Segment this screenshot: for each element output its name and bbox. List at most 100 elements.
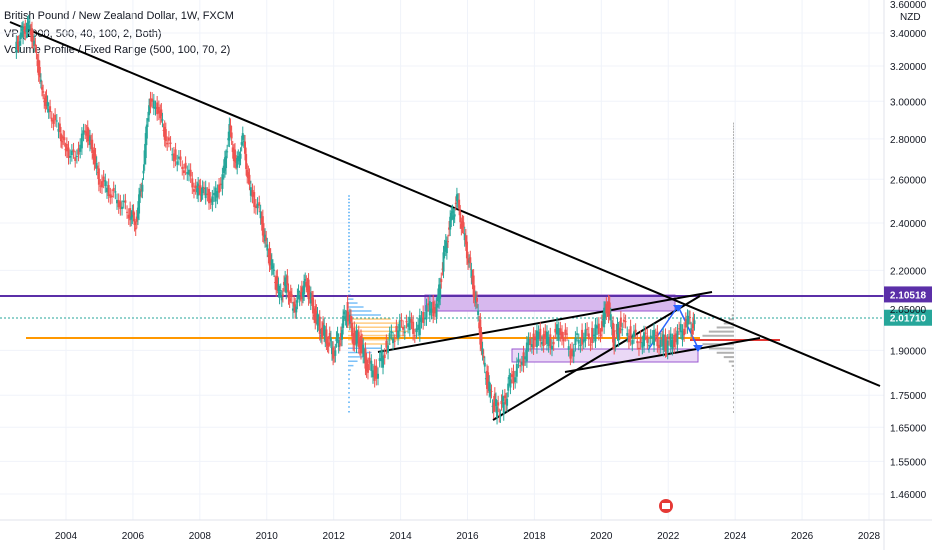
candle-body: [641, 342, 644, 348]
candle-body: [542, 334, 545, 347]
profile-bar-right: [733, 267, 734, 270]
candle-body: [163, 126, 166, 140]
candle-body: [236, 157, 239, 168]
candle-body: [279, 290, 282, 292]
candle-body: [346, 302, 349, 322]
candle-body: [42, 91, 45, 93]
candle-body: [373, 365, 376, 381]
candle-body: [213, 192, 216, 196]
profile-bar: [348, 195, 350, 197]
candle-body: [473, 291, 476, 301]
candle-body: [501, 396, 504, 402]
profile-bar-right: [708, 347, 734, 350]
x-tick-label: 2026: [791, 531, 814, 542]
candle-body: [681, 330, 684, 340]
candle-body: [515, 364, 518, 377]
candle-body: [38, 67, 41, 78]
candle-body: [312, 297, 315, 314]
profile-bar: [348, 246, 350, 248]
candle-body: [133, 218, 136, 225]
candle-body: [272, 269, 275, 271]
profile-bar: [348, 310, 372, 312]
profile-bar: [348, 211, 350, 214]
candle-body: [201, 186, 204, 194]
candle-body: [464, 235, 467, 245]
candle-body: [669, 333, 672, 348]
candle-body: [609, 314, 612, 321]
vpfr-indicator-label[interactable]: Volume Profile / Fixed Range (500, 100, …: [4, 44, 231, 56]
candle-body: [91, 139, 94, 154]
candle-body: [164, 129, 167, 142]
y-tick-label: 1.55000: [890, 457, 927, 468]
profile-bar: [348, 401, 350, 403]
candle-body: [385, 340, 388, 348]
candle-body: [469, 257, 472, 264]
candle-body: [247, 172, 250, 179]
candle-body: [467, 258, 470, 264]
profile-bar: [348, 382, 350, 385]
candle-body: [256, 203, 259, 209]
time-axis[interactable]: 2004 2006 2008 2010 2012 2014 2016 2018 2020 2022…: [0, 519, 932, 542]
candle-body: [457, 199, 460, 203]
candle-body: [612, 322, 615, 343]
candle-body: [187, 169, 190, 175]
candle-body: [639, 336, 642, 344]
candle-body: [576, 333, 579, 335]
candle-body: [249, 187, 252, 196]
candle-body: [545, 331, 548, 344]
candle-body: [422, 311, 425, 324]
candle-body: [319, 335, 322, 337]
profile-bar-right: [733, 373, 734, 376]
candle-body: [613, 330, 616, 348]
candle-body: [197, 183, 200, 196]
candle-body: [121, 206, 124, 209]
candle-body: [148, 105, 151, 116]
profile-bar: [348, 314, 381, 316]
candle-body: [496, 406, 499, 418]
candle-body: [366, 364, 369, 373]
candle-body: [32, 36, 35, 42]
event-marker[interactable]: [659, 499, 673, 513]
candle-body: [301, 292, 304, 297]
candle-body: [581, 329, 584, 345]
candle-body: [49, 106, 52, 113]
candle-body: [692, 318, 695, 329]
candle-body: [461, 221, 464, 227]
candle-body: [84, 130, 87, 133]
profile-bar: [348, 322, 400, 324]
currency-label: NZD: [900, 12, 921, 23]
profile-bar: [348, 343, 391, 345]
candle-body: [134, 227, 137, 230]
candle-body: [92, 153, 95, 159]
candle-body: [552, 341, 555, 345]
y-tick-label: 2.60000: [890, 175, 927, 186]
profile-bar: [348, 253, 350, 255]
profile-bar-right: [733, 154, 734, 157]
candle-body: [117, 199, 120, 208]
candle-body: [184, 162, 187, 169]
candle-body: [242, 141, 245, 143]
candle-body: [674, 333, 677, 343]
profile-bar-right: [733, 239, 734, 242]
y-tick-label: 1.90000: [890, 346, 927, 357]
candle-body: [559, 328, 562, 336]
candle-body: [303, 281, 306, 295]
symbol-title: British Pound / New Zealand Dollar, 1W, …: [4, 10, 234, 22]
candle-body: [74, 157, 77, 161]
candle-body: [488, 381, 491, 391]
candle-body: [691, 329, 694, 335]
candle-body: [349, 315, 352, 322]
profile-bar: [348, 347, 381, 349]
candle-body: [498, 415, 501, 417]
candle-body: [343, 311, 346, 315]
candle-body: [182, 170, 185, 174]
candle-body: [264, 234, 267, 242]
candle-body: [517, 359, 520, 362]
candle-body: [371, 370, 374, 378]
candle-body: [146, 118, 149, 121]
candle-body: [151, 98, 154, 102]
price-axis[interactable]: 3.60000 NZD 3.40000 3.20000 3.00000 2.80000…: [883, 0, 927, 550]
lower-trendline: [492, 295, 701, 421]
profile-bar-right: [733, 169, 734, 172]
